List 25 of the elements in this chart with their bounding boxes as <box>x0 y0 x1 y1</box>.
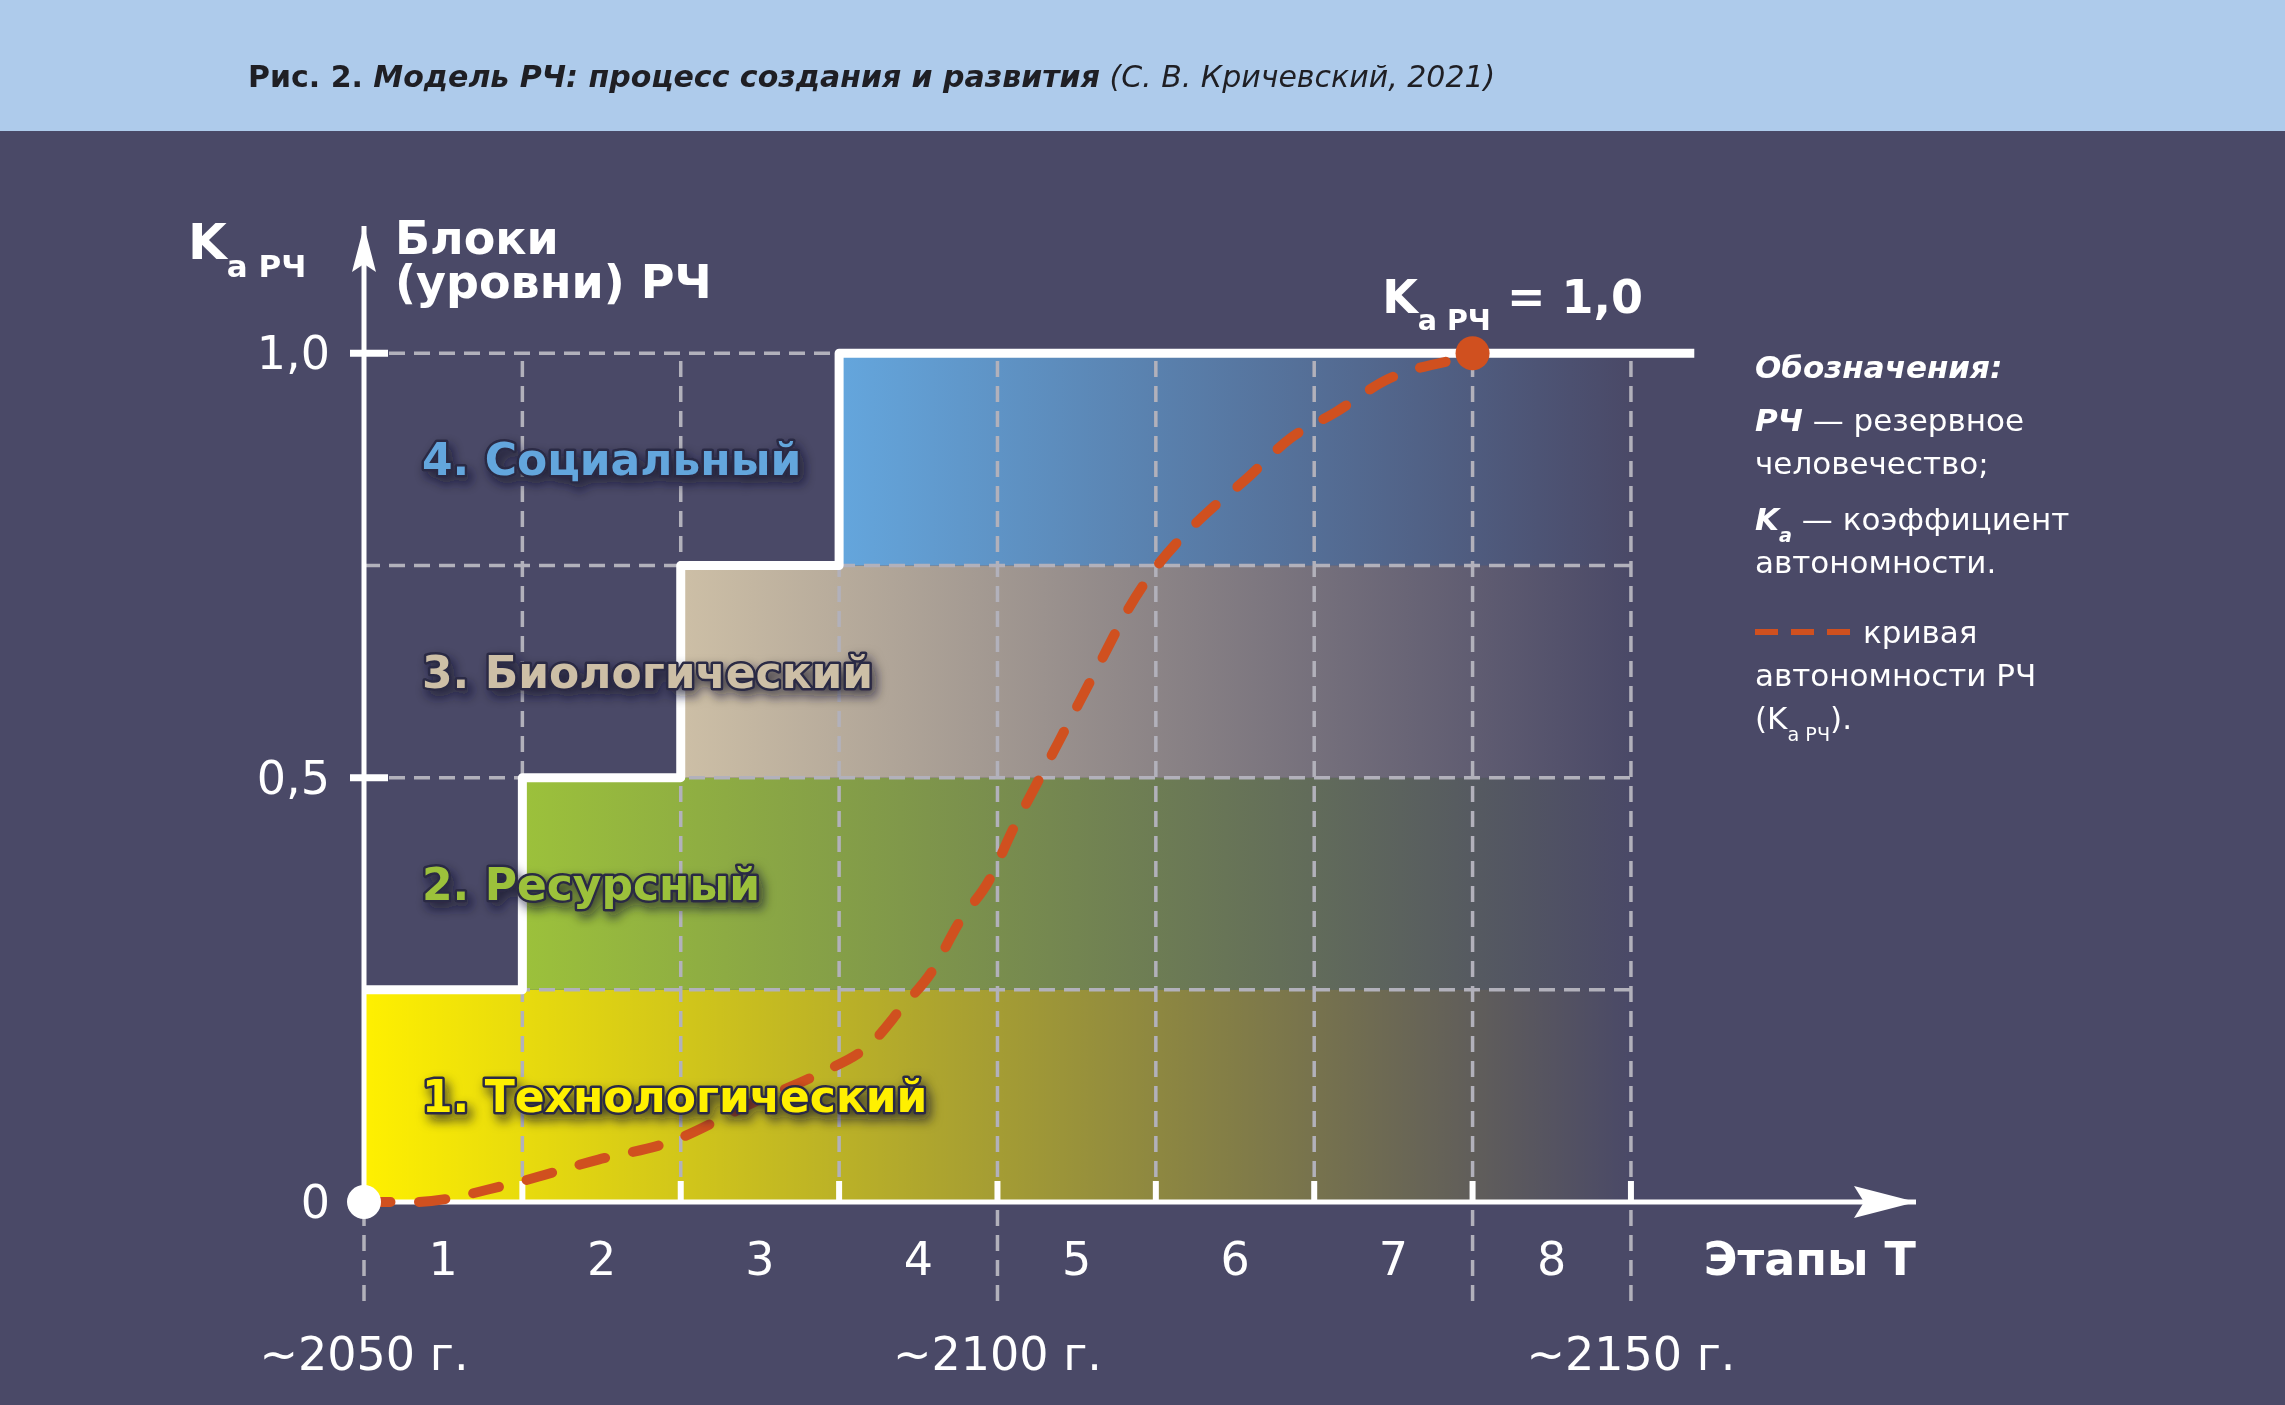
chart-title: Рис. 2. Модель РЧ: процесс создания и развития (С. В. Кричевский, 2021) <box>248 59 1496 94</box>
x-tick-label: 1 <box>428 1232 458 1286</box>
annotation: K$_{а}$ — коэффициент автономности. <box>1755 501 2070 580</box>
annotation: K$_{а РЧ}$ = 1,0 <box>1382 270 1643 337</box>
x-tick-label: 2 <box>586 1232 617 1286</box>
x2-tick-label: ~2100 г. <box>892 1327 1102 1381</box>
x-tick-label: 8 <box>1537 1232 1567 1286</box>
annotation: Блоки (уровни) РЧ <box>395 211 712 309</box>
x-tick-label: 4 <box>903 1232 933 1286</box>
x-axis-title: Этапы T <box>1703 1232 1917 1286</box>
y-tick-label: 1,0 <box>256 326 330 381</box>
y-tick-label: 0,5 <box>256 750 330 805</box>
band-label: 4. Социальный <box>422 433 802 485</box>
legend-label: кривая автономности РЧ (K$_{а РЧ}$). <box>1755 614 2037 746</box>
legend-title: Обозначения: <box>1755 349 2003 385</box>
x-tick-label: 3 <box>745 1232 775 1286</box>
x-tick-label: 7 <box>1378 1232 1409 1286</box>
y-tick-label: 0 <box>300 1175 330 1229</box>
x2-tick-label: ~2150 г. <box>1526 1327 1736 1381</box>
y-axis-title: K$_{а РЧ}$ <box>188 213 307 284</box>
x2-tick-label: ~2050 г. <box>259 1327 469 1381</box>
annotation: РЧ — резервное человечество; <box>1755 402 2025 481</box>
band-label: 3. Биологический <box>422 646 874 698</box>
x-tick-label: 6 <box>1220 1232 1250 1286</box>
x-tick-label: 5 <box>1062 1232 1092 1286</box>
